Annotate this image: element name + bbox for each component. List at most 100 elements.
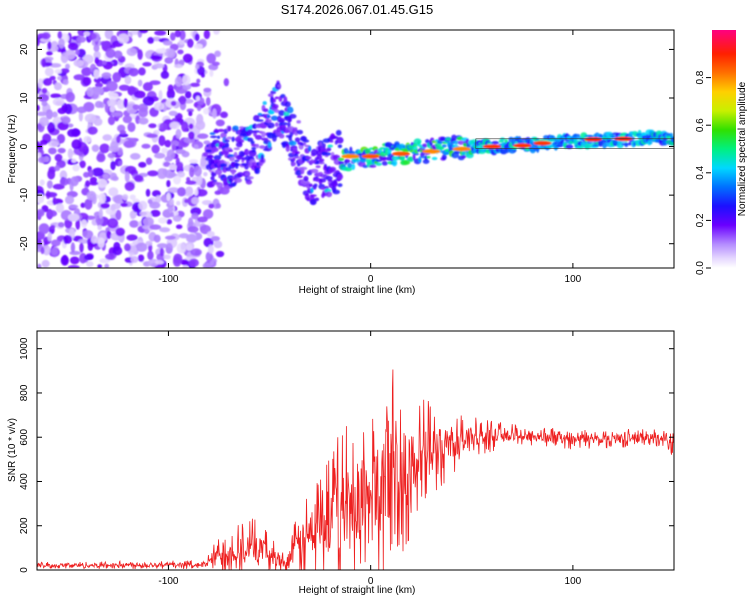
- noise-blob: [104, 103, 109, 113]
- noise-blob: [72, 164, 80, 172]
- noise-blob: [79, 160, 86, 169]
- noise-blob: [167, 206, 174, 213]
- noise-blob: [41, 101, 48, 107]
- y-tick-label: 1000: [19, 337, 30, 360]
- noise-blob: [38, 223, 50, 235]
- noise-blob: [52, 97, 65, 106]
- noise-blob: [187, 38, 194, 48]
- noise-blob: [184, 90, 192, 99]
- noise-blob: [202, 209, 214, 219]
- noise-blob: [142, 82, 153, 92]
- ridge-blob: [260, 154, 264, 161]
- noise-blob: [97, 264, 103, 268]
- noise-blob: [123, 98, 128, 108]
- noise-blob: [75, 49, 80, 56]
- noise-blob: [185, 186, 194, 196]
- noise-blob: [64, 195, 75, 205]
- ridge-core: [584, 137, 603, 142]
- noise-blob: [92, 86, 104, 95]
- noise-blob: [45, 191, 58, 198]
- ridge-blob: [254, 167, 261, 175]
- noise-blob: [122, 194, 129, 201]
- noise-blob: [126, 47, 138, 57]
- noise-blob: [182, 264, 189, 268]
- noise-blob: [200, 156, 207, 168]
- ridge-blob: [294, 137, 301, 143]
- noise-blob: [172, 256, 182, 267]
- ridge-blob: [267, 93, 274, 98]
- noise-blob: [203, 107, 210, 115]
- ridge-blob: [336, 136, 344, 144]
- noise-blob: [40, 246, 45, 255]
- noise-blob: [148, 123, 157, 129]
- noise-blob: [47, 210, 58, 217]
- ridge-blob: [368, 164, 377, 168]
- noise-blob: [195, 95, 201, 102]
- noise-blob: [181, 121, 189, 133]
- noise-blob: [47, 41, 52, 50]
- noise-blob: [58, 38, 65, 49]
- noise-blob: [97, 237, 105, 248]
- ridge-blob: [332, 179, 338, 184]
- ridge-blob: [320, 187, 326, 191]
- noise-blob: [135, 242, 148, 252]
- noise-blob: [77, 48, 86, 59]
- ridge-blob: [348, 150, 356, 155]
- noise-blob: [39, 179, 45, 186]
- ridge-blob: [309, 198, 317, 206]
- ridge-blob: [296, 129, 304, 135]
- noise-blob: [142, 217, 154, 227]
- noise-blob: [102, 134, 113, 141]
- noise-blob: [65, 91, 75, 103]
- noise-blob: [102, 173, 110, 180]
- noise-blob: [122, 115, 133, 124]
- ridge-blob: [285, 145, 290, 152]
- ridge-core: [533, 140, 552, 146]
- ridge-blob: [244, 148, 249, 156]
- noise-blob: [212, 108, 217, 119]
- ridge-blob: [337, 144, 343, 149]
- ridge-blob: [234, 159, 240, 163]
- noise-blob: [99, 258, 111, 264]
- ridge-outline: [475, 138, 674, 149]
- spectrogram-blobs: [37, 30, 674, 268]
- noise-blob: [142, 96, 155, 106]
- noise-blob: [184, 198, 189, 204]
- noise-blob: [174, 76, 183, 87]
- noise-blob: [150, 55, 162, 60]
- ridge-blob: [303, 142, 307, 146]
- ridge-blob: [457, 140, 465, 145]
- ridge-blob: [272, 98, 277, 103]
- noise-blob: [205, 251, 213, 262]
- noise-blob: [106, 230, 112, 239]
- y-tick-label: 600: [19, 428, 30, 445]
- ridge-blob: [214, 128, 219, 133]
- noise-blob: [169, 121, 181, 130]
- noise-blob: [82, 229, 94, 239]
- ridge-blob: [288, 113, 297, 119]
- noise-blob: [186, 108, 194, 113]
- noise-blob: [112, 72, 122, 83]
- noise-blob: [146, 133, 158, 138]
- noise-blob: [194, 33, 200, 42]
- noise-blob: [89, 181, 99, 186]
- ridge-blob: [460, 155, 467, 159]
- noise-blob: [102, 60, 107, 66]
- noise-blob: [138, 67, 146, 76]
- ridge-blob: [262, 101, 267, 106]
- noise-blob: [139, 30, 149, 34]
- noise-blob: [57, 147, 66, 154]
- ridge-core: [341, 154, 360, 159]
- noise-blob: [98, 208, 103, 219]
- noise-blob: [107, 152, 116, 159]
- noise-blob: [196, 133, 209, 139]
- ridge-blob: [381, 161, 389, 166]
- ridge-blob: [302, 139, 310, 143]
- y-tick-label: 0: [19, 567, 30, 573]
- colorbar-label: Normalized spectral amplitude: [737, 81, 748, 216]
- colorbar-tick-label: 0.6: [695, 118, 706, 132]
- noise-blob: [39, 116, 49, 127]
- noise-blob: [150, 209, 161, 217]
- noise-blob: [153, 102, 165, 111]
- noise-blob: [124, 243, 131, 252]
